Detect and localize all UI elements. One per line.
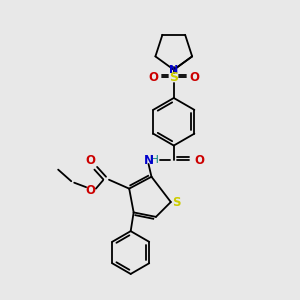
Text: O: O — [148, 71, 158, 84]
Text: N: N — [169, 65, 178, 75]
Text: O: O — [194, 154, 204, 167]
Text: O: O — [190, 71, 200, 84]
Text: N: N — [143, 154, 154, 167]
Text: O: O — [85, 184, 96, 196]
Text: H: H — [152, 155, 159, 165]
Text: O: O — [85, 154, 96, 167]
Text: S: S — [172, 196, 180, 208]
Text: S: S — [169, 71, 178, 84]
